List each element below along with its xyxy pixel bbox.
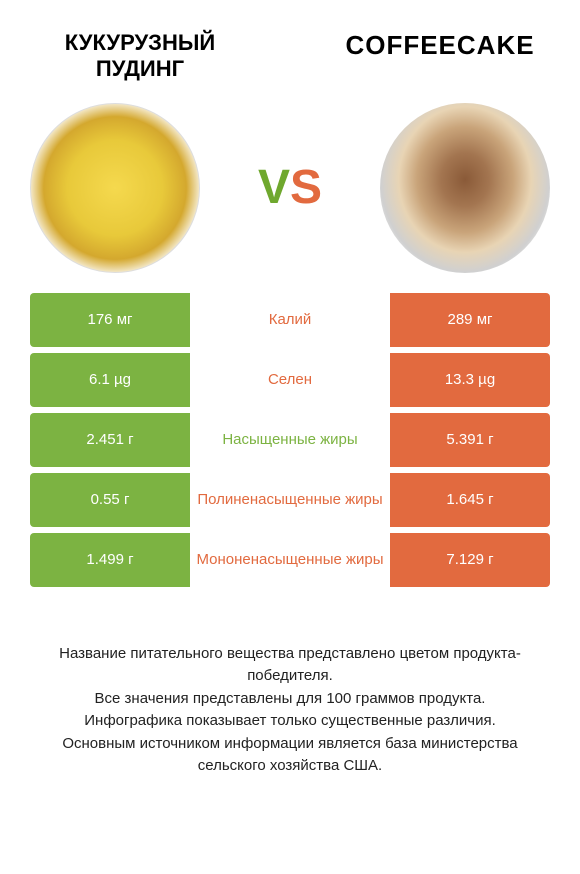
footer-line: Основным источником информации является … bbox=[30, 733, 550, 778]
product-right-title: COFFEECAKE bbox=[340, 30, 540, 83]
images-row: VS bbox=[0, 93, 580, 293]
vs-v: V bbox=[258, 161, 290, 214]
cell-left-value: 2.451 г bbox=[30, 413, 190, 467]
nutrition-table: 176 мгКалий289 мг 6.1 µgСелен13.3 µg 2.451… bbox=[0, 293, 580, 587]
footer-line: Все значения представлены для 100 граммо… bbox=[30, 688, 550, 711]
table-row: 1.499 гМононенасыщенные жиры7.129 г bbox=[30, 533, 550, 587]
footer-line: Название питательного вещества представл… bbox=[30, 643, 550, 688]
product-left-image bbox=[30, 103, 200, 273]
footer-notes: Название питательного вещества представл… bbox=[0, 593, 580, 778]
table-row: 6.1 µgСелен13.3 µg bbox=[30, 353, 550, 407]
cell-left-value: 0.55 г bbox=[30, 473, 190, 527]
product-left-title: КУКУРУЗНЫЙ ПУДИНГ bbox=[40, 30, 240, 83]
cell-nutrient-label: Насыщенные жиры bbox=[190, 413, 390, 467]
vs-label: VS bbox=[258, 160, 322, 215]
cell-right-value: 7.129 г bbox=[390, 533, 550, 587]
cell-right-value: 13.3 µg bbox=[390, 353, 550, 407]
product-right-image bbox=[380, 103, 550, 273]
cell-right-value: 1.645 г bbox=[390, 473, 550, 527]
cell-nutrient-label: Полиненасыщенные жиры bbox=[190, 473, 390, 527]
header-row: КУКУРУЗНЫЙ ПУДИНГ COFFEECAKE bbox=[0, 0, 580, 93]
cell-right-value: 5.391 г bbox=[390, 413, 550, 467]
cell-nutrient-label: Селен bbox=[190, 353, 390, 407]
cell-left-value: 6.1 µg bbox=[30, 353, 190, 407]
cell-left-value: 176 мг bbox=[30, 293, 190, 347]
cell-nutrient-label: Мононенасыщенные жиры bbox=[190, 533, 390, 587]
cell-nutrient-label: Калий bbox=[190, 293, 390, 347]
footer-line: Инфографика показывает только существенн… bbox=[30, 710, 550, 733]
table-row: 2.451 гНасыщенные жиры5.391 г bbox=[30, 413, 550, 467]
cell-left-value: 1.499 г bbox=[30, 533, 190, 587]
table-row: 176 мгКалий289 мг bbox=[30, 293, 550, 347]
cell-right-value: 289 мг bbox=[390, 293, 550, 347]
table-row: 0.55 гПолиненасыщенные жиры1.645 г bbox=[30, 473, 550, 527]
vs-s: S bbox=[290, 161, 322, 214]
